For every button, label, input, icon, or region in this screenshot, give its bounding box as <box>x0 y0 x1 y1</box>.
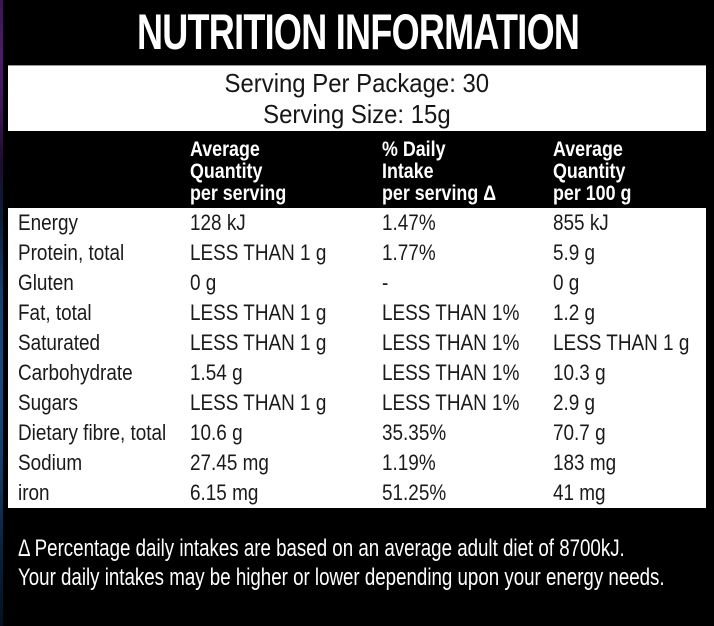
value-per-100g: 0 g <box>553 270 580 295</box>
value-per-100g: 5.9 g <box>553 240 596 265</box>
nutrient-name: Fat, total <box>18 300 92 325</box>
footnote-line-2: Your daily intakes may be higher or lowe… <box>18 564 665 591</box>
nutrient-name: Dietary fibre, total <box>18 420 167 445</box>
column-header-line: Average <box>190 138 260 161</box>
table-row: Dietary fibre, total 10.6 g 35.35% 70.7 … <box>8 418 706 448</box>
value-per-100g: 2.9 g <box>553 390 596 415</box>
table-row: Sugars LESS THAN 1 g LESS THAN 1% 2.9 g <box>8 388 706 418</box>
value-daily-intake: 35.35% <box>382 420 447 445</box>
column-header-per-serving: Average Quantity per serving <box>190 139 303 205</box>
value-per-serving: 0 g <box>190 270 217 295</box>
table-row: Carbohydrate 1.54 g LESS THAN 1% 10.3 g <box>8 358 706 388</box>
title-band: NUTRITION INFORMATION <box>3 0 714 64</box>
nutrient-name: Protein, total <box>18 240 125 265</box>
value-daily-intake: 51.25% <box>382 480 447 505</box>
value-daily-intake: LESS THAN 1% <box>382 300 520 325</box>
value-daily-intake: LESS THAN 1% <box>382 360 520 385</box>
value-per-serving: 1.54 g <box>190 360 243 385</box>
column-header-line: Average <box>553 138 623 161</box>
column-header-per-100g: Average Quantity per 100 g <box>553 139 645 205</box>
nutrient-name: Saturated <box>18 330 101 355</box>
value-per-100g: 855 kJ <box>553 210 609 235</box>
nutrient-name: Sodium <box>18 450 83 475</box>
column-header-line: Intake <box>382 160 434 183</box>
table-row: Energy 128 kJ 1.47% 855 kJ <box>8 208 706 238</box>
footnote: Δ Percentage daily intakes are based on … <box>18 534 714 592</box>
nutrition-table: Energy 128 kJ 1.47% 855 kJ Protein, tota… <box>8 208 706 508</box>
serving-info-box: Serving Per Package: 30 Serving Size: 15… <box>8 65 706 131</box>
footnote-line-1: Δ Percentage daily intakes are based on … <box>18 535 625 562</box>
column-header-band: Average Quantity per serving % Daily Int… <box>3 131 714 208</box>
value-per-100g: 70.7 g <box>553 420 606 445</box>
value-per-serving: LESS THAN 1 g <box>190 390 327 415</box>
nutrient-name: Carbohydrate <box>18 360 133 385</box>
value-per-100g: 183 mg <box>553 450 617 475</box>
nutrient-name: iron <box>18 480 50 505</box>
value-per-serving: 10.6 g <box>190 420 243 445</box>
column-header-line: per 100 g <box>553 182 632 205</box>
value-per-serving: LESS THAN 1 g <box>190 330 327 355</box>
value-per-100g: 41 mg <box>553 480 606 505</box>
value-daily-intake: 1.47% <box>382 210 436 235</box>
table-row: Fat, total LESS THAN 1 g LESS THAN 1% 1.… <box>8 298 706 328</box>
value-daily-intake: - <box>382 270 389 295</box>
serving-per-package: Serving Per Package: 30 <box>224 67 490 98</box>
column-header-line: per serving Δ <box>382 182 497 205</box>
column-header-line: Quantity <box>553 160 626 183</box>
value-per-100g: 10.3 g <box>553 360 606 385</box>
serving-size: Serving Size: 15g <box>263 98 451 129</box>
nutrient-name: Energy <box>18 210 78 235</box>
value-per-100g: LESS THAN 1 g <box>553 330 690 355</box>
column-header-daily-intake: % Daily Intake per serving Δ <box>382 139 516 205</box>
value-daily-intake: 1.77% <box>382 240 436 265</box>
column-header-line: % Daily <box>382 138 446 161</box>
value-per-serving: 6.15 mg <box>190 480 259 505</box>
table-row: Protein, total LESS THAN 1 g 1.77% 5.9 g <box>8 238 706 268</box>
value-per-100g: 1.2 g <box>553 300 596 325</box>
value-per-serving: 128 kJ <box>190 210 246 235</box>
value-daily-intake: LESS THAN 1% <box>382 390 520 415</box>
table-row: Saturated LESS THAN 1 g LESS THAN 1% LES… <box>8 328 706 358</box>
column-header-line: Quantity <box>190 160 263 183</box>
column-header-line: per serving <box>190 182 287 205</box>
table-row: iron 6.15 mg 51.25% 41 mg <box>8 478 706 508</box>
value-per-serving: LESS THAN 1 g <box>190 240 327 265</box>
table-row: Sodium 27.45 mg 1.19% 183 mg <box>8 448 706 478</box>
value-daily-intake: LESS THAN 1% <box>382 330 520 355</box>
table-row: Gluten 0 g - 0 g <box>8 268 706 298</box>
value-per-serving: LESS THAN 1 g <box>190 300 327 325</box>
value-daily-intake: 1.19% <box>382 450 436 475</box>
nutrient-name: Gluten <box>18 270 74 295</box>
nutrient-name: Sugars <box>18 390 78 415</box>
value-per-serving: 27.45 mg <box>190 450 269 475</box>
package-edge-accent <box>0 0 3 626</box>
panel-title: NUTRITION INFORMATION <box>137 4 580 60</box>
